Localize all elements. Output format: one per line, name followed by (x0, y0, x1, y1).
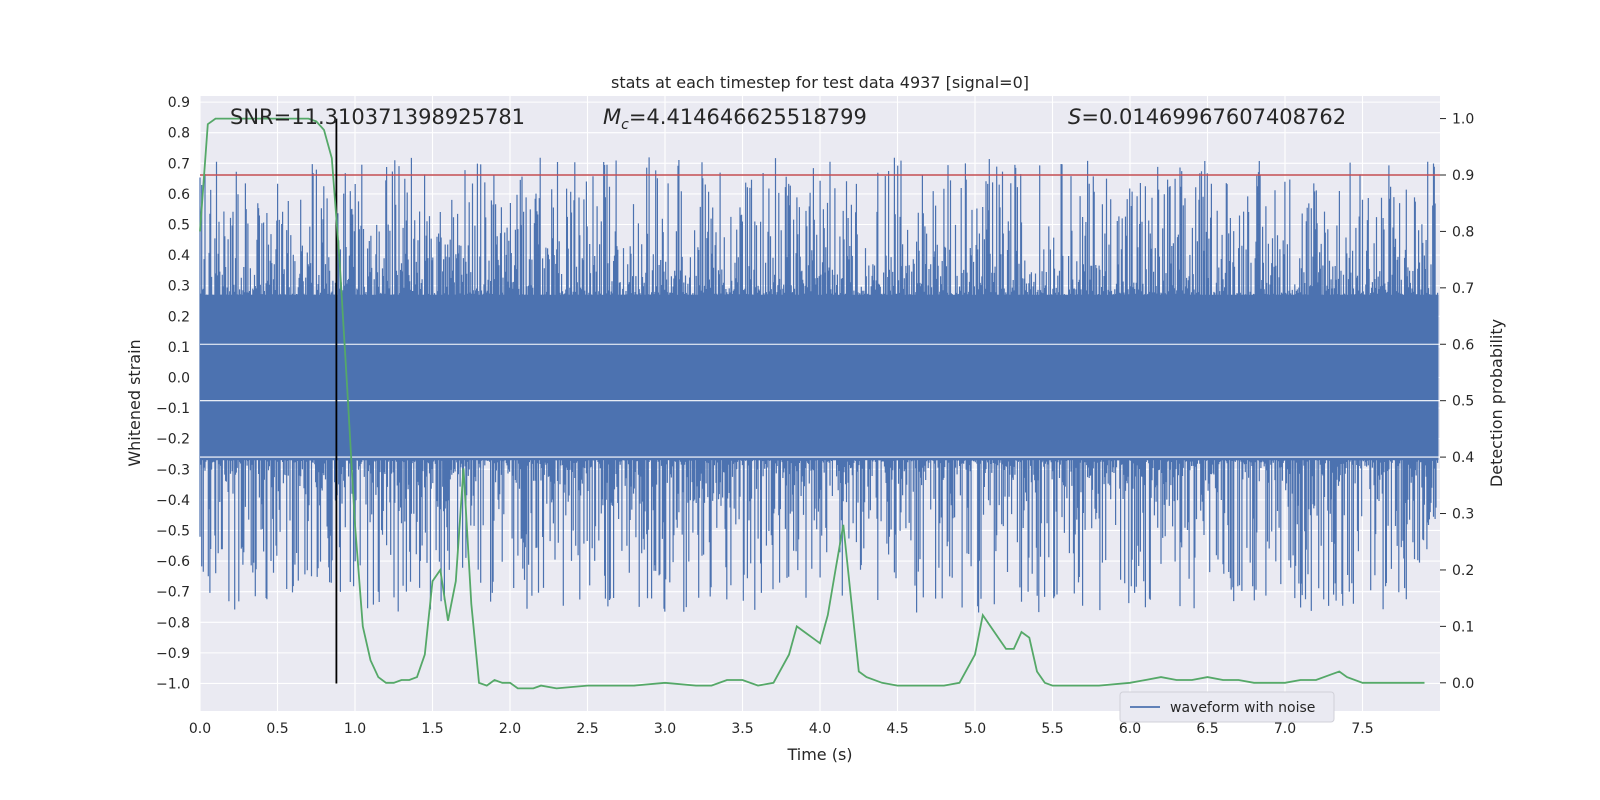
chirp-mass-annotation: Mc=4.414646625518799 (603, 105, 867, 133)
y2-tick-label: 0.8 (1452, 224, 1474, 240)
y-tick-label: −0.4 (156, 493, 190, 509)
x-axis-label: Time (s) (786, 745, 852, 764)
y-tick-label: −0.7 (156, 585, 190, 601)
x-tick-label: 1.0 (344, 721, 366, 737)
y-tick-label: 0.6 (168, 187, 190, 203)
x-tick-label: 5.5 (1041, 721, 1063, 737)
y-tick-label: 0.3 (168, 279, 190, 295)
y2-tick-label: 0.5 (1452, 394, 1474, 410)
x-tick-label: 3.0 (654, 721, 676, 737)
x-tick-label: 1.5 (421, 721, 443, 737)
x-tick-label: 7.0 (1274, 721, 1296, 737)
legend-label-waveform: waveform with noise (1170, 700, 1315, 716)
y2-tick-label: 0.9 (1452, 168, 1474, 184)
y-tick-label: 0.0 (168, 370, 190, 386)
y-tick-label: −0.3 (156, 462, 190, 478)
y-tick-label: 0.9 (168, 95, 190, 111)
y2-tick-label: 0.2 (1452, 563, 1474, 579)
y-axis-label: Whitened strain (125, 339, 144, 466)
y-tick-label: −0.9 (156, 646, 190, 662)
snr-annotation: SNR=11.310371398925781 (230, 105, 525, 129)
x-tick-label: 5.0 (964, 721, 986, 737)
x-tick-label: 7.5 (1351, 721, 1373, 737)
legend: waveform with noise (1119, 691, 1335, 723)
y-tick-label: 0.8 (168, 126, 190, 142)
x-tick-label: 0.5 (266, 721, 288, 737)
y2-tick-label: 1.0 (1452, 112, 1474, 128)
y-tick-label: −0.2 (156, 432, 190, 448)
axes: 0.0 0.5 1.0 1.5 2.0 2.5 3.0 3.5 4.0 4.5 5.0 5.5 6.0 6… (156, 95, 1474, 737)
y-tick-label: 0.4 (168, 248, 190, 264)
y2-tick-label: 0.0 (1452, 676, 1474, 692)
y-tick-label: 0.5 (168, 218, 190, 234)
stat-annotation: S=0.01469967607408762 (1068, 105, 1346, 129)
x-tick-label: 6.5 (1196, 721, 1218, 737)
x-tick-label: 2.0 (499, 721, 521, 737)
overlays (199, 117, 1440, 690)
x-tick-label: 4.5 (886, 721, 908, 737)
y-tick-label: 0.2 (168, 309, 190, 325)
chart-title: stats at each timestep for test data 493… (611, 73, 1029, 92)
x-tick-label: 6.0 (1119, 721, 1141, 737)
y2-tick-label: 0.4 (1452, 450, 1474, 466)
y2-tick-label: 0.1 (1452, 619, 1474, 635)
y-tick-label: 0.1 (168, 340, 190, 356)
y2-tick-label: 0.6 (1452, 337, 1474, 353)
y-tick-label: −0.8 (156, 615, 190, 631)
y-tick-label: −0.5 (156, 523, 190, 539)
y2-tick-label: 0.7 (1452, 281, 1474, 297)
y-tick-label: 0.7 (168, 156, 190, 172)
y-tick-label: −0.1 (156, 401, 190, 417)
y-tick-label: −1.0 (156, 676, 190, 692)
waveform-series (199, 157, 1440, 613)
x-tick-label: 4.0 (809, 721, 831, 737)
y2-axis-label: Detection probability (1487, 319, 1506, 487)
detection-probability-line (199, 117, 1425, 690)
legend-box (1119, 691, 1335, 723)
y2-tick-label: 0.3 (1452, 507, 1474, 523)
x-tick-label: 3.5 (731, 721, 753, 737)
x-tick-label: 0.0 (189, 721, 211, 737)
y-tick-label: −0.6 (156, 554, 190, 570)
x-tick-label: 2.5 (576, 721, 598, 737)
